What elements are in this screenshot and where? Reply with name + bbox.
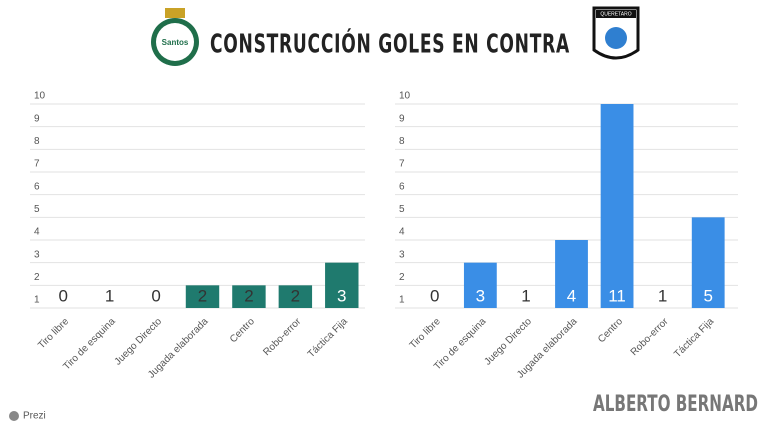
title: CONSTRUCCIÓN GOLES EN CONTRA (210, 28, 570, 60)
value-label: 0 (151, 286, 160, 305)
value-label: 1 (658, 286, 667, 305)
y-tick-label: 6 (399, 181, 405, 192)
y-tick-label: 8 (34, 136, 40, 147)
brand: Prezi (23, 411, 46, 422)
logo-text: QUERETARO (600, 11, 631, 17)
y-tick-label: 5 (399, 204, 405, 215)
value-label: 2 (198, 286, 207, 305)
y-tick-label: 5 (34, 204, 40, 215)
x-tick-label: Robo-error (261, 316, 303, 358)
y-tick-label: 9 (34, 113, 40, 124)
logo-queretaro: QUERETARO (592, 6, 640, 60)
value-label: 4 (567, 286, 576, 305)
y-tick-label: 9 (399, 113, 405, 124)
x-tick-label: Tiro libre (36, 316, 71, 351)
x-tick-label: Centro (596, 316, 625, 345)
bars (463, 104, 725, 308)
y-tick-label: 10 (34, 91, 46, 102)
y-tick-label: 3 (399, 249, 405, 260)
logo-text: Santos (162, 38, 189, 47)
y-tick-label: 1 (34, 295, 40, 306)
x-tick-label: Centro (228, 316, 257, 345)
y-tick-label: 4 (399, 227, 405, 238)
value-label: 5 (703, 286, 712, 305)
y-tick-label: 2 (34, 272, 40, 283)
value-label: 3 (476, 286, 485, 305)
x-tick-label: Juego Directo (113, 316, 165, 368)
y-tick-label: 3 (34, 249, 40, 260)
bar (185, 285, 220, 308)
y-tick-label: 2 (399, 272, 405, 283)
bar (555, 240, 588, 308)
y-tick-label: 10 (399, 91, 411, 102)
logo-santos: Santos (151, 8, 199, 66)
y-tick-label: 7 (399, 159, 405, 170)
y-tick-label: 4 (34, 227, 40, 238)
author: ALBERTO BERNARD (593, 392, 758, 417)
y-tick-label: 1 (399, 295, 405, 306)
y-tick-label: 8 (399, 136, 405, 147)
prezi: Prezi (9, 411, 46, 422)
bar (232, 285, 266, 308)
y-tick-label: 6 (34, 181, 40, 192)
bars (185, 262, 359, 308)
value-label: 0 (58, 286, 67, 305)
value-label: 0 (430, 286, 439, 305)
x-tick-label: Tiro libre (408, 316, 443, 351)
value-label: 2 (244, 286, 253, 305)
bar (600, 104, 634, 308)
x-tick-label: Robo-error (629, 316, 671, 358)
bar (691, 217, 725, 308)
bar (278, 285, 313, 308)
x-tick-label: Juego Directo (483, 316, 535, 368)
bar (463, 262, 497, 308)
y-tick-label: 7 (34, 159, 40, 170)
value-label: 1 (105, 286, 114, 305)
value-label: 3 (337, 286, 346, 305)
x-tick-label: Táctica Fija (306, 316, 350, 360)
x-tick-label: Táctica Fija (672, 316, 716, 360)
value-label: 11 (608, 286, 626, 305)
value-label: 2 (291, 286, 300, 305)
bar (325, 262, 359, 308)
value-label: 1 (521, 286, 530, 305)
